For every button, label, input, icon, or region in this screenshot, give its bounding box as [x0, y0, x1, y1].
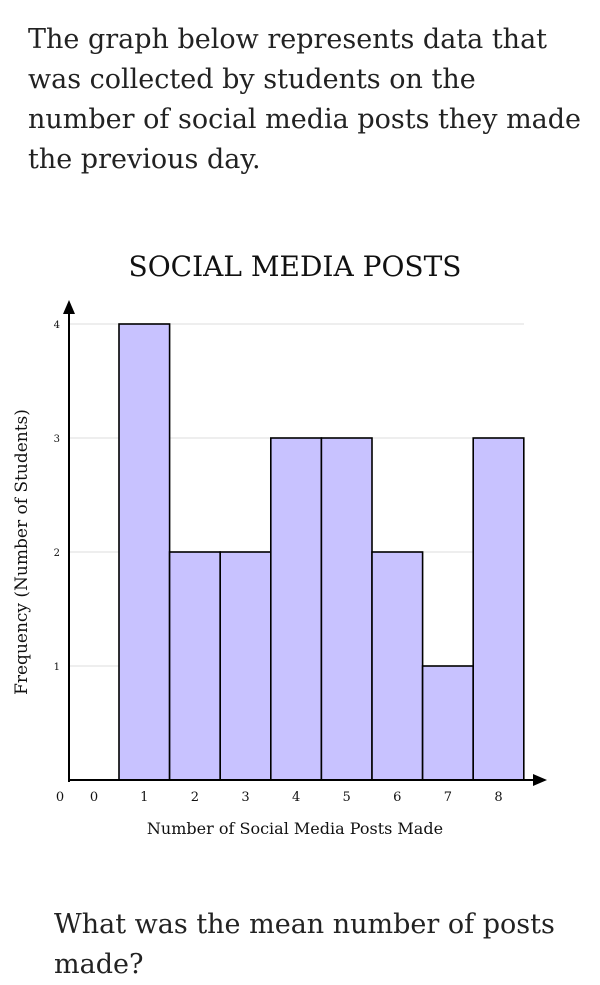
chart-title: SOCIAL MEDIA POSTS	[129, 250, 462, 283]
x-tick-label: 8	[494, 790, 502, 805]
bar-4	[269, 437, 323, 781]
bar-7	[421, 665, 475, 781]
x-tick-label: 7	[444, 790, 452, 805]
bar-5	[320, 437, 373, 781]
x-tick-label: 1	[140, 790, 148, 805]
x-tick-label: 0	[56, 790, 64, 805]
y-tick-label: 3	[54, 434, 60, 445]
bar-6	[371, 551, 424, 781]
x-tick-label: 6	[393, 790, 401, 805]
y-tick-label: 2	[54, 548, 60, 559]
histogram-chart: SOCIAL MEDIA POSTS 1 2 3 4 0 0 1 2 3 4 5 6 7 8 Frequ…	[12, 250, 547, 838]
y-ticks: 1 2 3 4	[54, 320, 60, 673]
bar-3	[219, 551, 272, 781]
bar-8	[472, 437, 525, 781]
bar-1	[118, 323, 171, 781]
x-tick-label: 2	[191, 790, 199, 805]
x-axis-label: Number of Social Media Posts Made	[147, 819, 443, 838]
y-axis-label: Frequency (Number of Students)	[12, 409, 32, 695]
y-axis-arrow	[63, 300, 75, 314]
prompt-text: The graph below represents data that was…	[28, 24, 582, 175]
x-axis-arrow	[533, 774, 547, 786]
x-ticks: 0 0 1 2 3 4 5 6 7 8	[56, 790, 503, 805]
y-tick-label: 1	[54, 662, 60, 673]
bar-2	[168, 551, 222, 781]
x-tick-label: 5	[343, 790, 351, 805]
x-tick-label: 4	[292, 790, 300, 805]
question-text: What was the mean number of posts made?	[54, 909, 555, 980]
x-tick-label: 3	[241, 790, 249, 805]
x-tick-label: 0	[90, 790, 98, 805]
axes	[63, 300, 547, 786]
y-tick-label: 4	[54, 320, 60, 331]
